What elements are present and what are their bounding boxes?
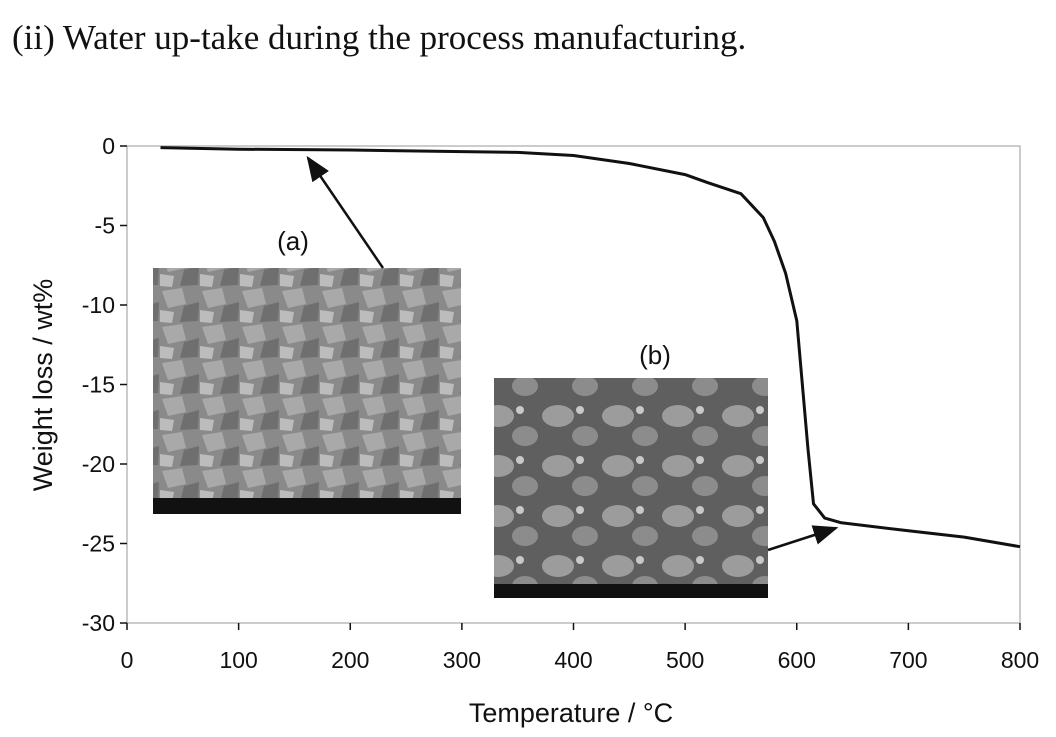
- x-tick-label: 400: [554, 647, 592, 673]
- annotation: (a): [277, 226, 309, 256]
- y-tick-label: -20: [82, 451, 115, 477]
- x-tick-label: 600: [778, 647, 816, 673]
- data-line: [160, 146, 1021, 549]
- y-tick-label: 0: [102, 133, 115, 159]
- inset-image: [494, 378, 768, 598]
- y-tick-label: -30: [82, 610, 115, 636]
- x-tick-label: 500: [666, 647, 704, 673]
- x-tick-label: 0: [121, 647, 134, 673]
- annotation: (b): [639, 340, 671, 370]
- x-tick-label: 300: [443, 647, 481, 673]
- x-tick-label: 700: [889, 647, 927, 673]
- y-tick-label: -10: [82, 292, 115, 318]
- y-tick-label: -25: [82, 531, 115, 557]
- y-axis-label: Weight loss / wt%: [28, 279, 58, 492]
- x-tick-label: 100: [219, 647, 257, 673]
- inset-image: [153, 268, 461, 514]
- y-tick-label: -5: [95, 213, 115, 239]
- arrow: [767, 525, 839, 552]
- text-line: (ii) Water up-take during the process ma…: [12, 18, 747, 57]
- x-tick-label: 800: [1001, 647, 1039, 673]
- arrow: [306, 155, 385, 269]
- x-tick-label: 200: [331, 647, 369, 673]
- y-tick-label: -15: [82, 372, 115, 398]
- x-axis-label: Temperature / °C: [469, 698, 673, 728]
